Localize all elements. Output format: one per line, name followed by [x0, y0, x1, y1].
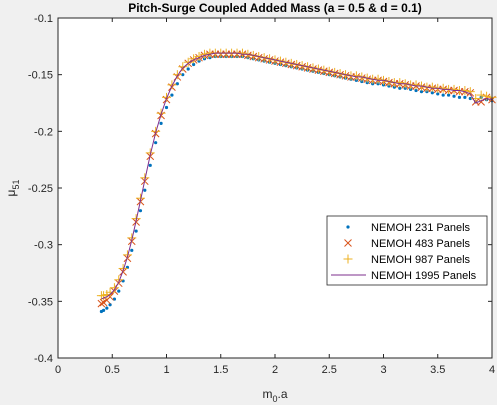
- data-point: [403, 86, 407, 90]
- legend-swatch: [346, 225, 350, 229]
- legend-label: NEMOH 231 Panels: [371, 222, 471, 234]
- legend-entry: NEMOH 987 Panels: [343, 254, 471, 266]
- data-point: [164, 105, 169, 110]
- data-point: [97, 299, 106, 308]
- data-point: [175, 82, 179, 86]
- data-point: [430, 91, 434, 95]
- y-tick-label: -0.4: [34, 353, 53, 365]
- y-tick-label: -0.2: [34, 126, 53, 138]
- data-point: [419, 90, 424, 94]
- data-point: [130, 248, 134, 252]
- data-point: [202, 57, 207, 61]
- legend-entries: NEMOH 231 Panels NEMOH 483 Panels NEMOH 98…: [331, 222, 477, 282]
- data-point: [199, 49, 209, 59]
- data-point: [447, 93, 451, 97]
- data-point: [387, 84, 391, 88]
- data-point: [108, 303, 112, 307]
- data-point: [109, 283, 119, 293]
- data-point: [197, 59, 201, 63]
- data-point: [411, 80, 421, 90]
- legend-box: [326, 215, 488, 286]
- series-line: [101, 52, 493, 300]
- data-point: [436, 92, 440, 96]
- y-tick-label: -0.15: [28, 70, 53, 82]
- x-tick-label: 1.5: [213, 364, 228, 376]
- x-axis-label: m0.a: [262, 387, 287, 404]
- data-point: [392, 85, 396, 89]
- x-tick-label: 3: [380, 364, 386, 376]
- y-axis-ticks: -0.4 -0.35 -0.3 -0.25 -0.2 -0.15 -0.1: [28, 13, 492, 365]
- y-tick-label: -0.35: [28, 296, 53, 308]
- legend-entry: NEMOH 231 Panels: [346, 222, 471, 234]
- series-4: [101, 52, 493, 300]
- data-point: [105, 287, 115, 297]
- y-axis-label-subscript: 51: [11, 180, 21, 190]
- data-point: [167, 80, 177, 90]
- y-tick-label: -0.25: [28, 183, 53, 195]
- data-point: [138, 209, 143, 213]
- data-point: [482, 91, 492, 101]
- x-tick-label: 0: [55, 364, 61, 376]
- data-point: [178, 62, 188, 72]
- x-tick-label: 2: [272, 364, 278, 376]
- data-point: [159, 121, 163, 125]
- legend-swatch: [344, 239, 352, 247]
- legend: NEMOH 231 Panels NEMOH 483 Panels NEMOH 98…: [326, 215, 488, 286]
- x-tick-label: 4: [489, 364, 495, 376]
- legend-entry: NEMOH 483 Panels: [344, 238, 471, 250]
- data-point: [398, 86, 402, 90]
- data-point: [181, 73, 185, 77]
- y-axis-label-main: μ: [4, 189, 18, 196]
- data-point: [105, 306, 109, 310]
- x-tick-label: 2.5: [322, 364, 337, 376]
- data-point: [170, 93, 174, 97]
- data-point: [192, 62, 196, 67]
- data-point: [143, 188, 147, 192]
- data-point: [354, 78, 358, 82]
- data-point: [463, 95, 467, 99]
- x-axis-label-rest: .a: [278, 387, 288, 401]
- data-point: [376, 82, 380, 86]
- legend-label: NEMOH 987 Panels: [371, 254, 471, 266]
- x-tick-label: 1: [163, 364, 169, 376]
- y-axis-label: μ51: [4, 180, 21, 197]
- x-axis-label-subscript: 0: [272, 394, 277, 404]
- data-point: [457, 95, 462, 99]
- y-tick-label: -0.1: [34, 13, 53, 25]
- legend-entry: NEMOH 1995 Panels: [331, 270, 477, 282]
- data-point: [148, 163, 152, 167]
- legend-label: NEMOH 1995 Panels: [371, 270, 477, 282]
- y-tick-label: -0.3: [34, 240, 53, 252]
- x-tick-label: 0.5: [105, 364, 120, 376]
- legend-swatch: [343, 254, 353, 264]
- data-point: [360, 79, 364, 84]
- plot-area: [58, 18, 492, 358]
- chart-title: Pitch-Surge Coupled Added Mass (a = 0.5 …: [128, 1, 422, 15]
- x-axis-ticks: 0 0.5 1 1.5 2 2.5 3 3.5 4: [55, 18, 495, 376]
- data-point: [365, 81, 369, 85]
- data-point: [381, 83, 386, 87]
- data-point: [476, 90, 486, 100]
- legend-label: NEMOH 483 Panels: [371, 238, 471, 250]
- data-point: [438, 83, 448, 93]
- data-point: [134, 229, 138, 233]
- data-point: [468, 96, 472, 101]
- x-tick-label: 3.5: [430, 364, 445, 376]
- data-point: [183, 57, 193, 67]
- data-point: [154, 141, 158, 145]
- data-point: [186, 67, 190, 71]
- data-point: [441, 93, 445, 97]
- data-point: [452, 94, 456, 98]
- data-point: [371, 82, 375, 86]
- data-point: [101, 308, 106, 312]
- x-axis-label-main: m: [262, 387, 272, 401]
- data-point: [425, 90, 429, 94]
- data-point: [172, 70, 182, 80]
- data-point: [409, 87, 413, 91]
- data-marks: [96, 48, 497, 314]
- data-point: [208, 56, 212, 60]
- data-point: [414, 88, 418, 93]
- data-point: [117, 289, 121, 293]
